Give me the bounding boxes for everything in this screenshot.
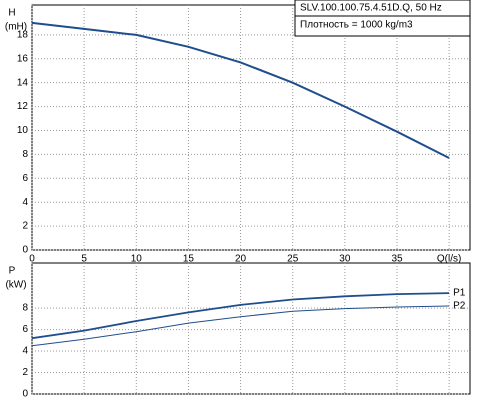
x-tick-label: 10 (131, 254, 143, 265)
series-line (31, 292, 450, 340)
y-tick-label: 18 (17, 30, 29, 41)
y-tick-label: 16 (17, 53, 29, 64)
x-tick-label: 30 (339, 254, 351, 265)
annotation-box (294, 15, 471, 37)
legend-label: P1 (453, 288, 466, 299)
x-tick-label: 5 (81, 254, 87, 265)
plot-frame (31, 4, 471, 251)
x-tick-label: Q(l/s) (437, 254, 461, 265)
legend-label: P2 (453, 301, 466, 312)
y-tick-label: 6 (22, 173, 28, 184)
annotation: Плотность = 1000 kg/m3 (300, 20, 413, 31)
y-axis-unit: (mH) (5, 22, 27, 33)
x-tick-label: 0 (29, 254, 35, 265)
y-tick-label: 0 (22, 245, 28, 256)
y-tick-label: 8 (22, 303, 28, 314)
x-tick-label: 15 (183, 254, 195, 265)
y-tick-label: 0 (22, 389, 28, 400)
y-axis-unit: (kW) (5, 280, 26, 291)
y-tick-label: 10 (17, 125, 29, 136)
y-tick-label: 8 (22, 149, 28, 160)
y-tick-label: 4 (22, 197, 28, 208)
y-tick-label: 4 (22, 346, 28, 357)
y-tick-label: 2 (22, 367, 28, 378)
series-line (31, 21, 450, 159)
x-tick-label: 20 (235, 254, 247, 265)
y-axis-label: H (8, 8, 15, 19)
y-tick-label: 6 (22, 324, 28, 335)
x-tick-label: 35 (391, 254, 403, 265)
series-line (31, 305, 450, 347)
y-axis-label: P (9, 266, 16, 277)
y-tick-label: 12 (17, 101, 29, 112)
y-tick-label: 14 (17, 77, 29, 88)
annotation: SLV.100.100.75.4.51D.Q, 50 Hz (300, 3, 442, 14)
y-tick-label: 2 (22, 221, 28, 232)
x-tick-label: 25 (287, 254, 299, 265)
